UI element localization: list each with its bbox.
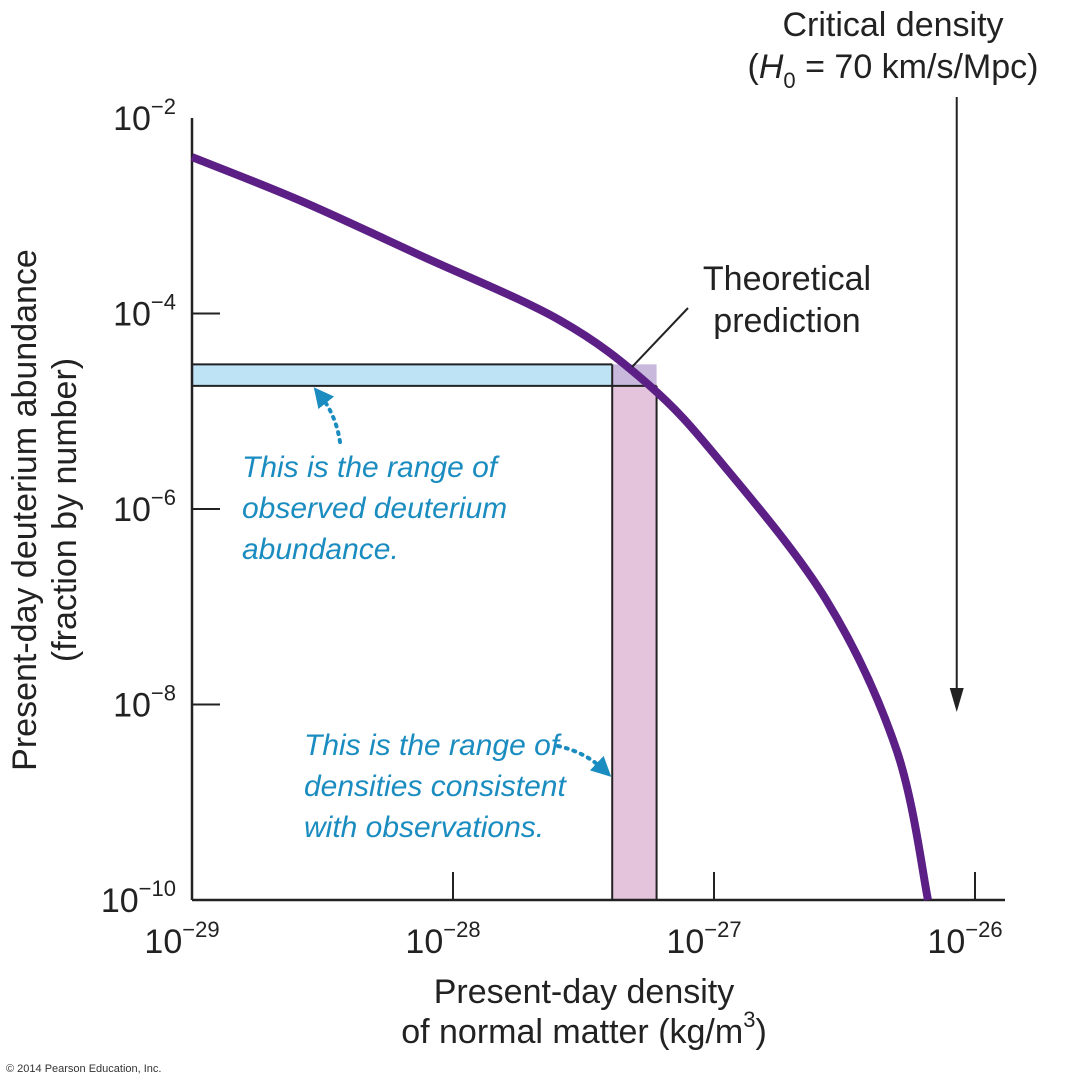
theory-label-line2: prediction — [713, 302, 860, 340]
critical-density-hubble-label: (H0 = 70 km/s/Mpc) — [748, 48, 1039, 93]
x-tick-label: 10−29 — [144, 917, 219, 961]
x-tick-label: 10−28 — [405, 917, 480, 961]
y-tick-label: 10−8 — [113, 681, 176, 725]
x-tick-label: 10−26 — [927, 917, 1002, 961]
observed-abundance-band — [192, 364, 613, 386]
x-axis-label-line1: Present-day density — [434, 973, 735, 1011]
bands — [192, 363, 658, 901]
y-tick-label: 10−2 — [113, 94, 176, 138]
critical-density-label: Critical density — [782, 6, 1003, 44]
x-tick-base: 10 — [144, 923, 182, 961]
critical-density-arrowhead — [949, 688, 964, 712]
y-tick-label: 10−6 — [113, 485, 176, 529]
y-tick-label: 10−10 — [101, 876, 176, 920]
x-tick-exp: −26 — [965, 917, 1002, 942]
abundance-note-line3: abundance. — [242, 533, 399, 566]
y-tick-exp: −4 — [151, 290, 176, 315]
y-tick-base: 10 — [113, 687, 151, 725]
density-note-line3: with observations. — [304, 811, 544, 844]
y-axis-label: Present-day deuterium abundance (fractio… — [6, 249, 84, 771]
abundance-note-arrow — [313, 387, 342, 444]
x-tick-exp: −29 — [182, 917, 219, 942]
consistent-density-band — [612, 385, 657, 901]
copyright: © 2014 Pearson Education, Inc. — [6, 1063, 161, 1075]
x-tick-base: 10 — [405, 923, 443, 961]
y-tick-base: 10 — [101, 882, 139, 920]
axes: 10−29 10−28 10−27 10−2610−210−410−610−810−1… — [101, 94, 1005, 961]
y-tick-exp: −6 — [151, 485, 176, 510]
y-tick-base: 10 — [113, 491, 151, 529]
abundance-note-line1: This is the range of — [242, 451, 500, 484]
theory-leader-line — [631, 307, 689, 368]
y-axis-label-line1: Present-day deuterium abundance — [6, 249, 44, 771]
x-tick-base: 10 — [666, 923, 704, 961]
theory-label-line1: Theoretical — [703, 260, 871, 298]
curve-layer — [190, 153, 932, 901]
theoretical-prediction-line — [190, 153, 932, 901]
y-axis-label-line2: (fraction by number) — [46, 358, 84, 662]
y-tick-exp: −8 — [151, 681, 176, 706]
x-tick-exp: −27 — [704, 917, 741, 942]
density-note-line2: densities consistent — [304, 770, 567, 803]
density-note-arrow — [556, 744, 612, 777]
x-tick-label: 10−27 — [666, 917, 741, 961]
y-tick-exp: −10 — [139, 876, 176, 901]
x-tick-base: 10 — [927, 923, 965, 961]
abundance-note-line2: observed deuterium — [242, 492, 507, 525]
density-note-line1: This is the range of — [304, 729, 562, 762]
y-tick-base: 10 — [113, 100, 151, 138]
y-tick-exp: −2 — [151, 94, 176, 119]
y-tick-label: 10−4 — [113, 290, 176, 334]
x-tick-exp: −28 — [443, 917, 480, 942]
y-tick-base: 10 — [113, 296, 151, 334]
x-axis-label-line2: of normal matter (kg/m3) — [401, 1007, 767, 1051]
